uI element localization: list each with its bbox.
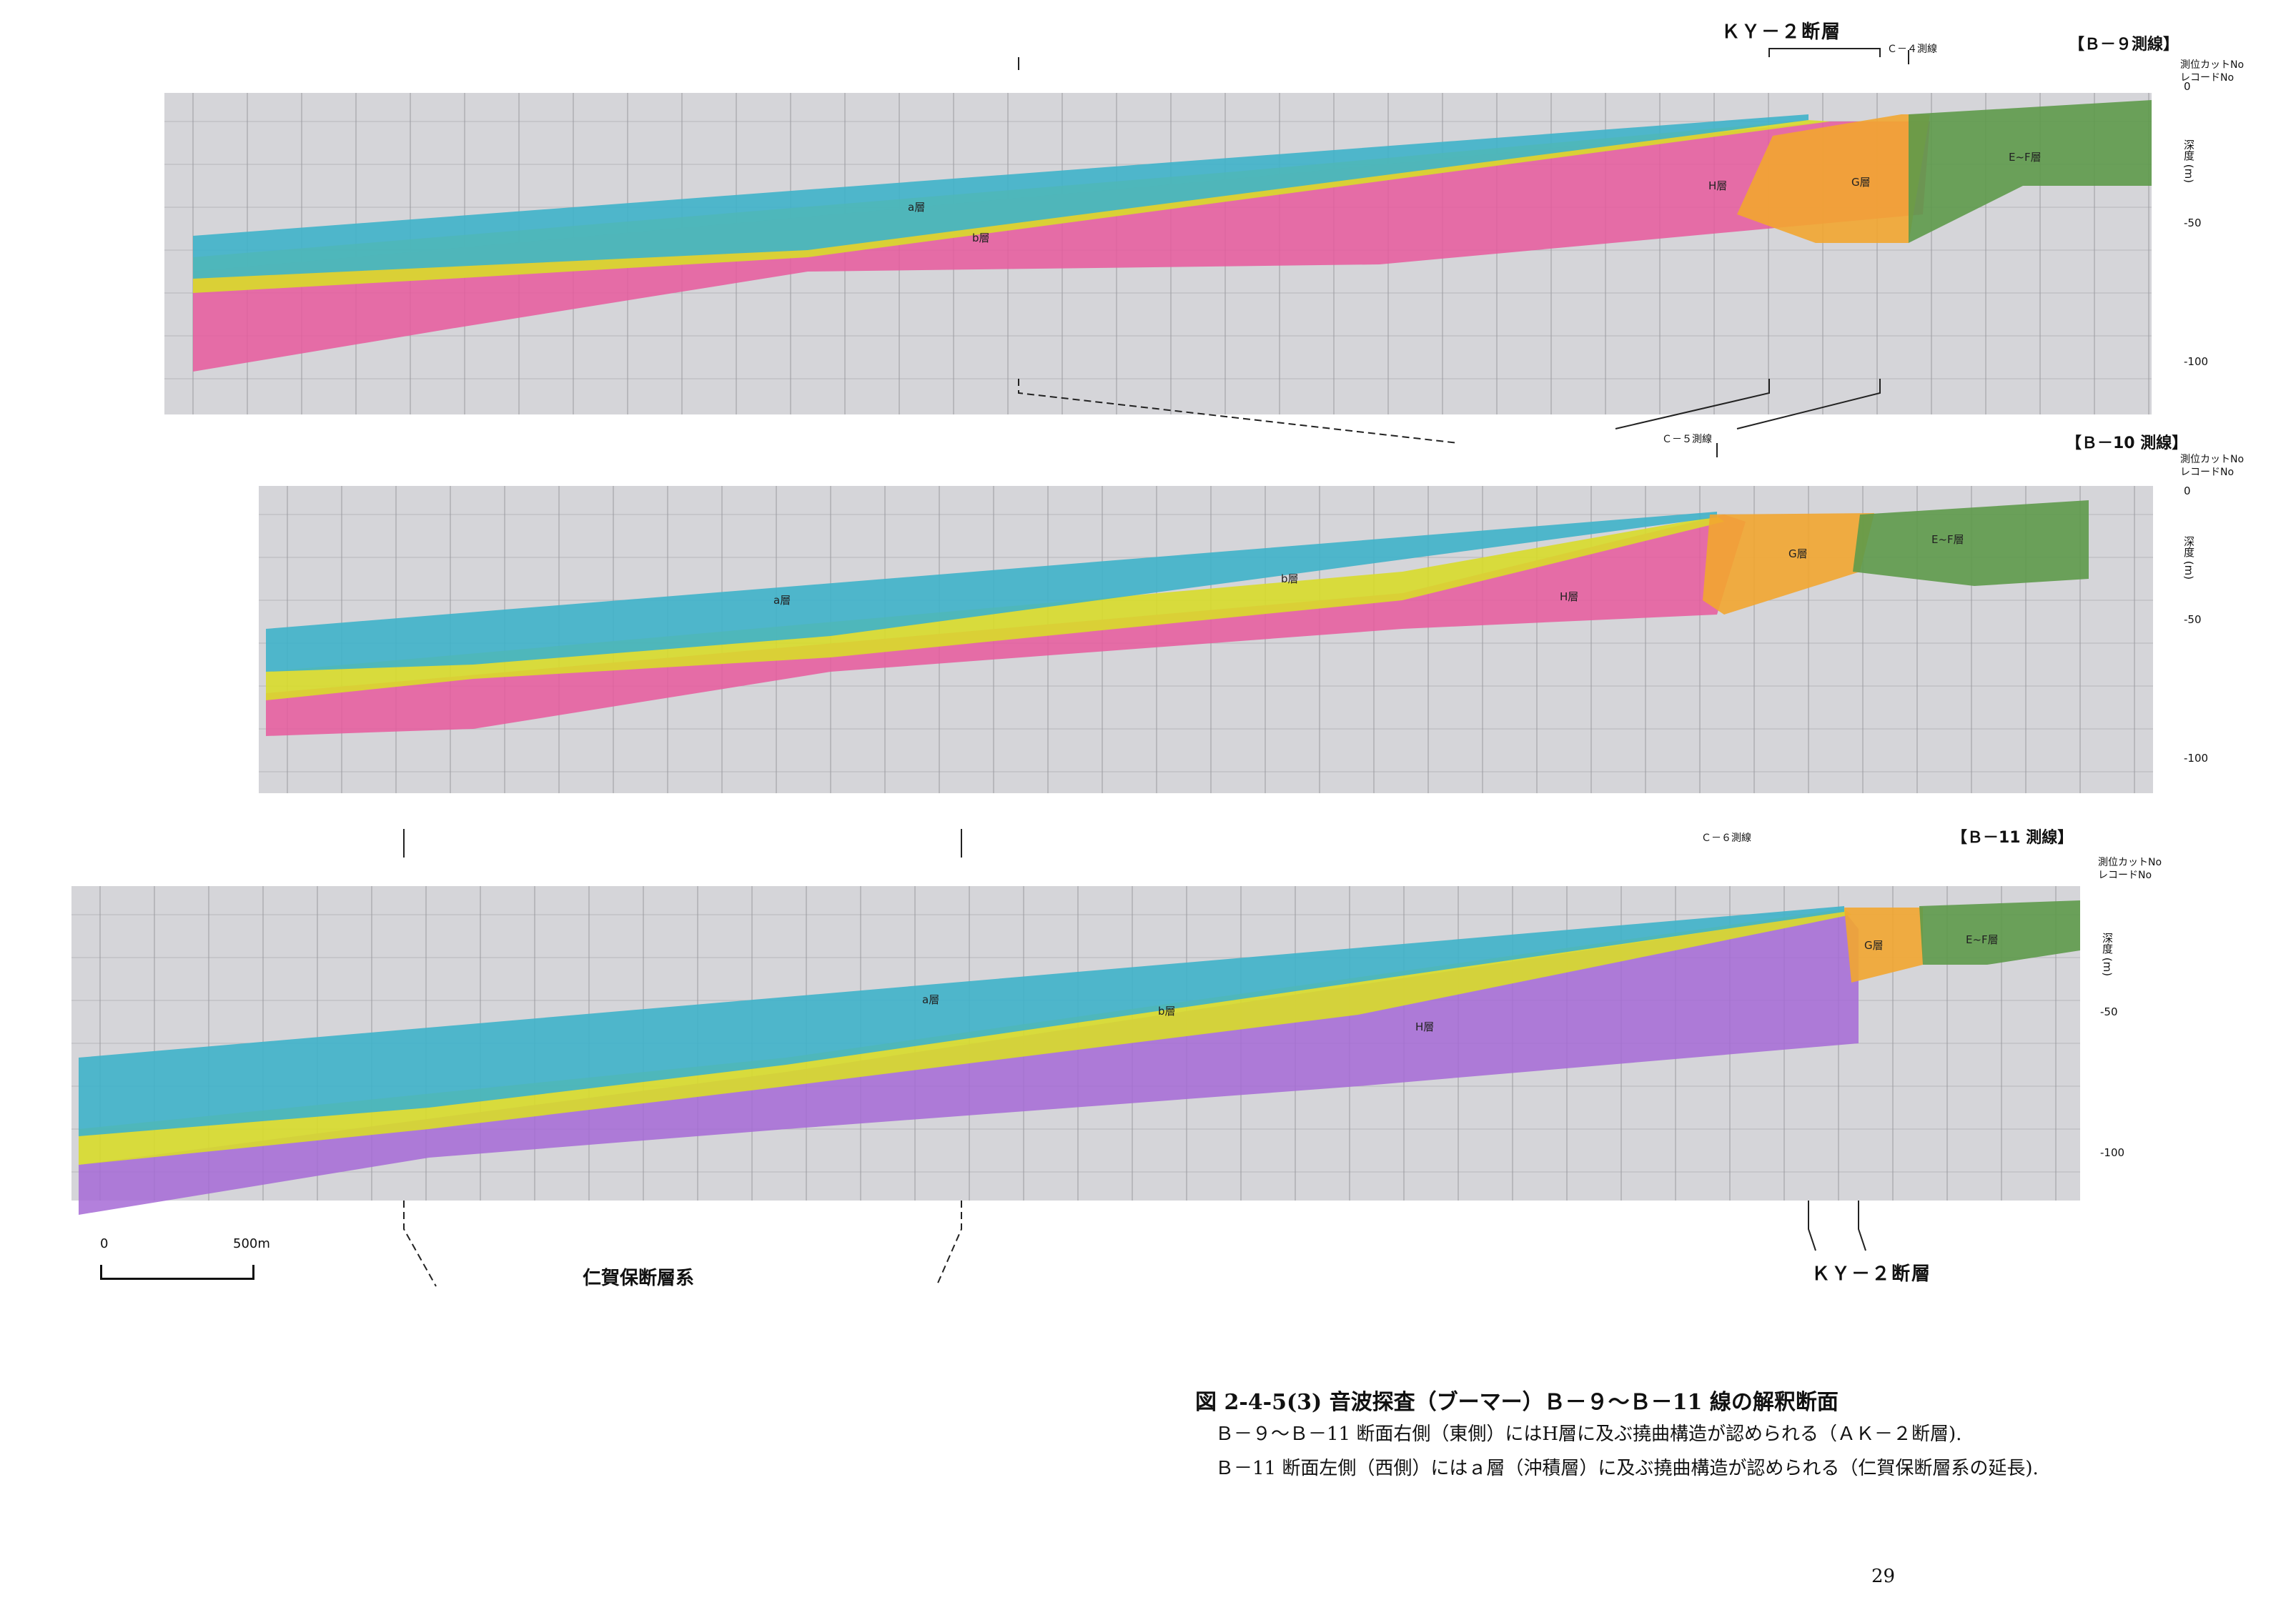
intersect-label-c6: Ｃ－６測線	[1701, 833, 1751, 844]
page-number: 29	[1871, 1566, 1896, 1587]
layer-ef-b9	[1909, 100, 2152, 243]
depth-axis-label-b11: 深度 (m)	[2101, 933, 2114, 977]
depth-tick-b11-100: -100	[2100, 1146, 2125, 1159]
section-title-b11: 【Ｂ－11 測線】	[1951, 829, 2074, 847]
scale-bar	[100, 1265, 254, 1280]
section-title-b9: 【Ｂ－９測線】	[2069, 36, 2179, 54]
section-b9-profile: a層 b層 H層 G層 E~F層	[164, 48, 2152, 444]
depth-axis-label-b9: 深度 (m)	[2182, 139, 2195, 184]
layer-label-h-b9: H層	[1708, 179, 1727, 192]
layer-label-h-b10: H層	[1560, 590, 1578, 603]
axis-record-label-b9: レコードNo	[2180, 72, 2235, 84]
layer-label-b-b10: b層	[1281, 572, 1299, 585]
depth-tick-b9-100: -100	[2184, 355, 2209, 368]
layer-label-ef-b10: E~F層	[1931, 533, 1964, 546]
layer-g-b9	[1737, 114, 1930, 243]
layer-label-a-b9: a層	[908, 201, 925, 214]
figure-caption-line-1: Ｂ－９～Ｂ－11 断面右側（東側）にはH層に及ぶ撓曲構造が認められる（ＡＫ－２断…	[1215, 1423, 1962, 1445]
axis-cut-label-b11: 測位カットNo	[2098, 857, 2162, 868]
depth-tick-b9-50: -50	[2184, 217, 2202, 229]
depth-tick-b10-0: 0	[2184, 484, 2191, 497]
layer-label-g-b10: G層	[1788, 547, 1808, 560]
scale-bar-end-label: 500m	[233, 1236, 270, 1251]
depth-tick-b10-100: -100	[2184, 752, 2209, 765]
layer-ef-b10	[1853, 500, 2089, 586]
ky2-fault-label-top: ＫＹ－２断層	[1721, 21, 1842, 43]
layer-g-b10	[1703, 513, 1874, 615]
figure-caption-title: 図 2-4-5(3) 音波探査（ブーマー）Ｂ－９～Ｂ－11 線の解釈断面	[1195, 1390, 1839, 1415]
section-b11-profile: a層 b層 H層 G層 E~F層	[71, 829, 2080, 1287]
layer-a-b11	[79, 906, 1844, 1136]
depth-tick-b9-0: 0	[2184, 80, 2191, 93]
axis-cut-label-b10: 測位カットNo	[2180, 454, 2245, 465]
layer-label-b-b11: b層	[1158, 1005, 1176, 1018]
layer-label-a-b11: a層	[922, 993, 939, 1006]
nigaho-fault-label: 仁賀保断層系	[583, 1268, 695, 1289]
ky2-fault-label-bottom: ＫＹ－２断層	[1811, 1263, 1932, 1285]
layer-a-b9	[193, 114, 1808, 279]
layer-h-b9	[193, 121, 1930, 372]
layer-label-ef-b9: E~F層	[2009, 151, 2042, 164]
axis-record-label-b10: レコードNo	[2180, 467, 2235, 478]
depth-axis-label-b10: 深度 (m)	[2182, 536, 2195, 580]
axis-cut-label-b9: 測位カットNo	[2180, 59, 2245, 71]
axis-record-label-b11: レコードNo	[2098, 870, 2152, 881]
scale-bar-start-label: 0	[100, 1236, 109, 1251]
figure-caption-line-2: Ｂ－11 断面左側（西側）にはａ層（沖積層）に及ぶ撓曲構造が認められる（仁賀保断…	[1215, 1458, 2039, 1479]
depth-tick-b11-50: -50	[2100, 1005, 2118, 1018]
layer-h-b10	[266, 515, 1746, 736]
layer-label-b-b9: b層	[972, 232, 990, 244]
section-title-b10: 【Ｂ－10 測線】	[2066, 434, 2188, 452]
layer-ef-b11	[1919, 900, 2080, 965]
intersect-label-c4: Ｃ－４測線	[1887, 44, 1937, 55]
section-b10-profile: a層 b層 H層 G層 E~F層	[259, 443, 2153, 793]
layer-g-b11	[1844, 908, 1923, 983]
layer-a-b10	[266, 512, 1717, 672]
layer-label-h-b11: H層	[1415, 1020, 1434, 1033]
layer-label-ef-b11: E~F層	[1966, 933, 1999, 946]
layer-label-a-b10: a層	[773, 594, 791, 607]
layer-label-g-b9: G層	[1851, 176, 1871, 189]
intersect-label-c5: Ｃ－５測線	[1662, 434, 1712, 445]
layer-label-g-b11: G層	[1864, 939, 1884, 952]
depth-tick-b10-50: -50	[2184, 613, 2202, 626]
